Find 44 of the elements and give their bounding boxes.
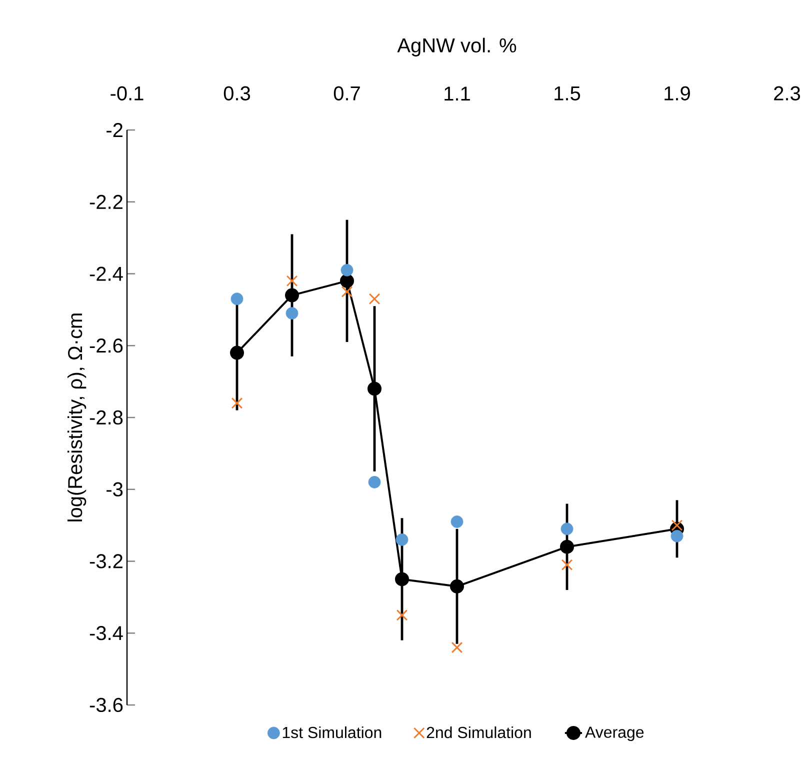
y-tick-label: -3.4 bbox=[90, 626, 123, 640]
point bbox=[368, 293, 380, 305]
y-tick-label: -2.8 bbox=[90, 410, 123, 425]
point bbox=[368, 382, 382, 396]
y-tick-label: -2 bbox=[106, 123, 122, 137]
point bbox=[560, 522, 574, 536]
y-tick-label: -2.2 bbox=[90, 194, 122, 209]
point bbox=[396, 533, 408, 546]
y-tick-label: -3 bbox=[106, 482, 123, 496]
point bbox=[368, 476, 381, 488]
x-tick-label: 2.3 bbox=[774, 86, 800, 100]
y-tick-label: -2.6 bbox=[90, 338, 123, 353]
y-tick-label: -2.4 bbox=[90, 266, 123, 281]
x-tick-label: 1.1 bbox=[444, 86, 470, 100]
x-tick-label: 0.3 bbox=[224, 86, 250, 100]
legend-label: 2nd Simulation bbox=[426, 726, 531, 738]
point bbox=[670, 530, 684, 542]
x-axis-title: AgNW vol. % bbox=[397, 38, 516, 56]
x-tick-label: 1.9 bbox=[664, 86, 690, 100]
y-axis-title: log(Resistivity, ρ), Ω·cm bbox=[68, 314, 86, 522]
y-tick-label: -3.6 bbox=[90, 698, 123, 712]
point bbox=[231, 397, 243, 409]
x-tick-label: -0.1 bbox=[110, 86, 144, 100]
point bbox=[396, 609, 408, 621]
point bbox=[340, 274, 354, 288]
x-tick-label: 1.5 bbox=[554, 86, 580, 100]
point bbox=[341, 286, 353, 298]
y-tick-label: -3.2 bbox=[90, 554, 122, 568]
point bbox=[340, 264, 354, 276]
point bbox=[285, 288, 300, 302]
point bbox=[286, 275, 298, 287]
point bbox=[671, 520, 683, 531]
legend-label: Average bbox=[585, 726, 644, 742]
point bbox=[451, 642, 463, 654]
point bbox=[395, 572, 410, 586]
point bbox=[561, 559, 573, 571]
x-tick-label: 0.7 bbox=[334, 86, 360, 100]
point bbox=[450, 516, 464, 528]
point bbox=[230, 346, 244, 360]
point bbox=[560, 540, 574, 554]
point bbox=[230, 292, 244, 306]
legend-label: 1st Simulation bbox=[282, 726, 382, 738]
point bbox=[450, 579, 464, 594]
point bbox=[286, 307, 298, 320]
